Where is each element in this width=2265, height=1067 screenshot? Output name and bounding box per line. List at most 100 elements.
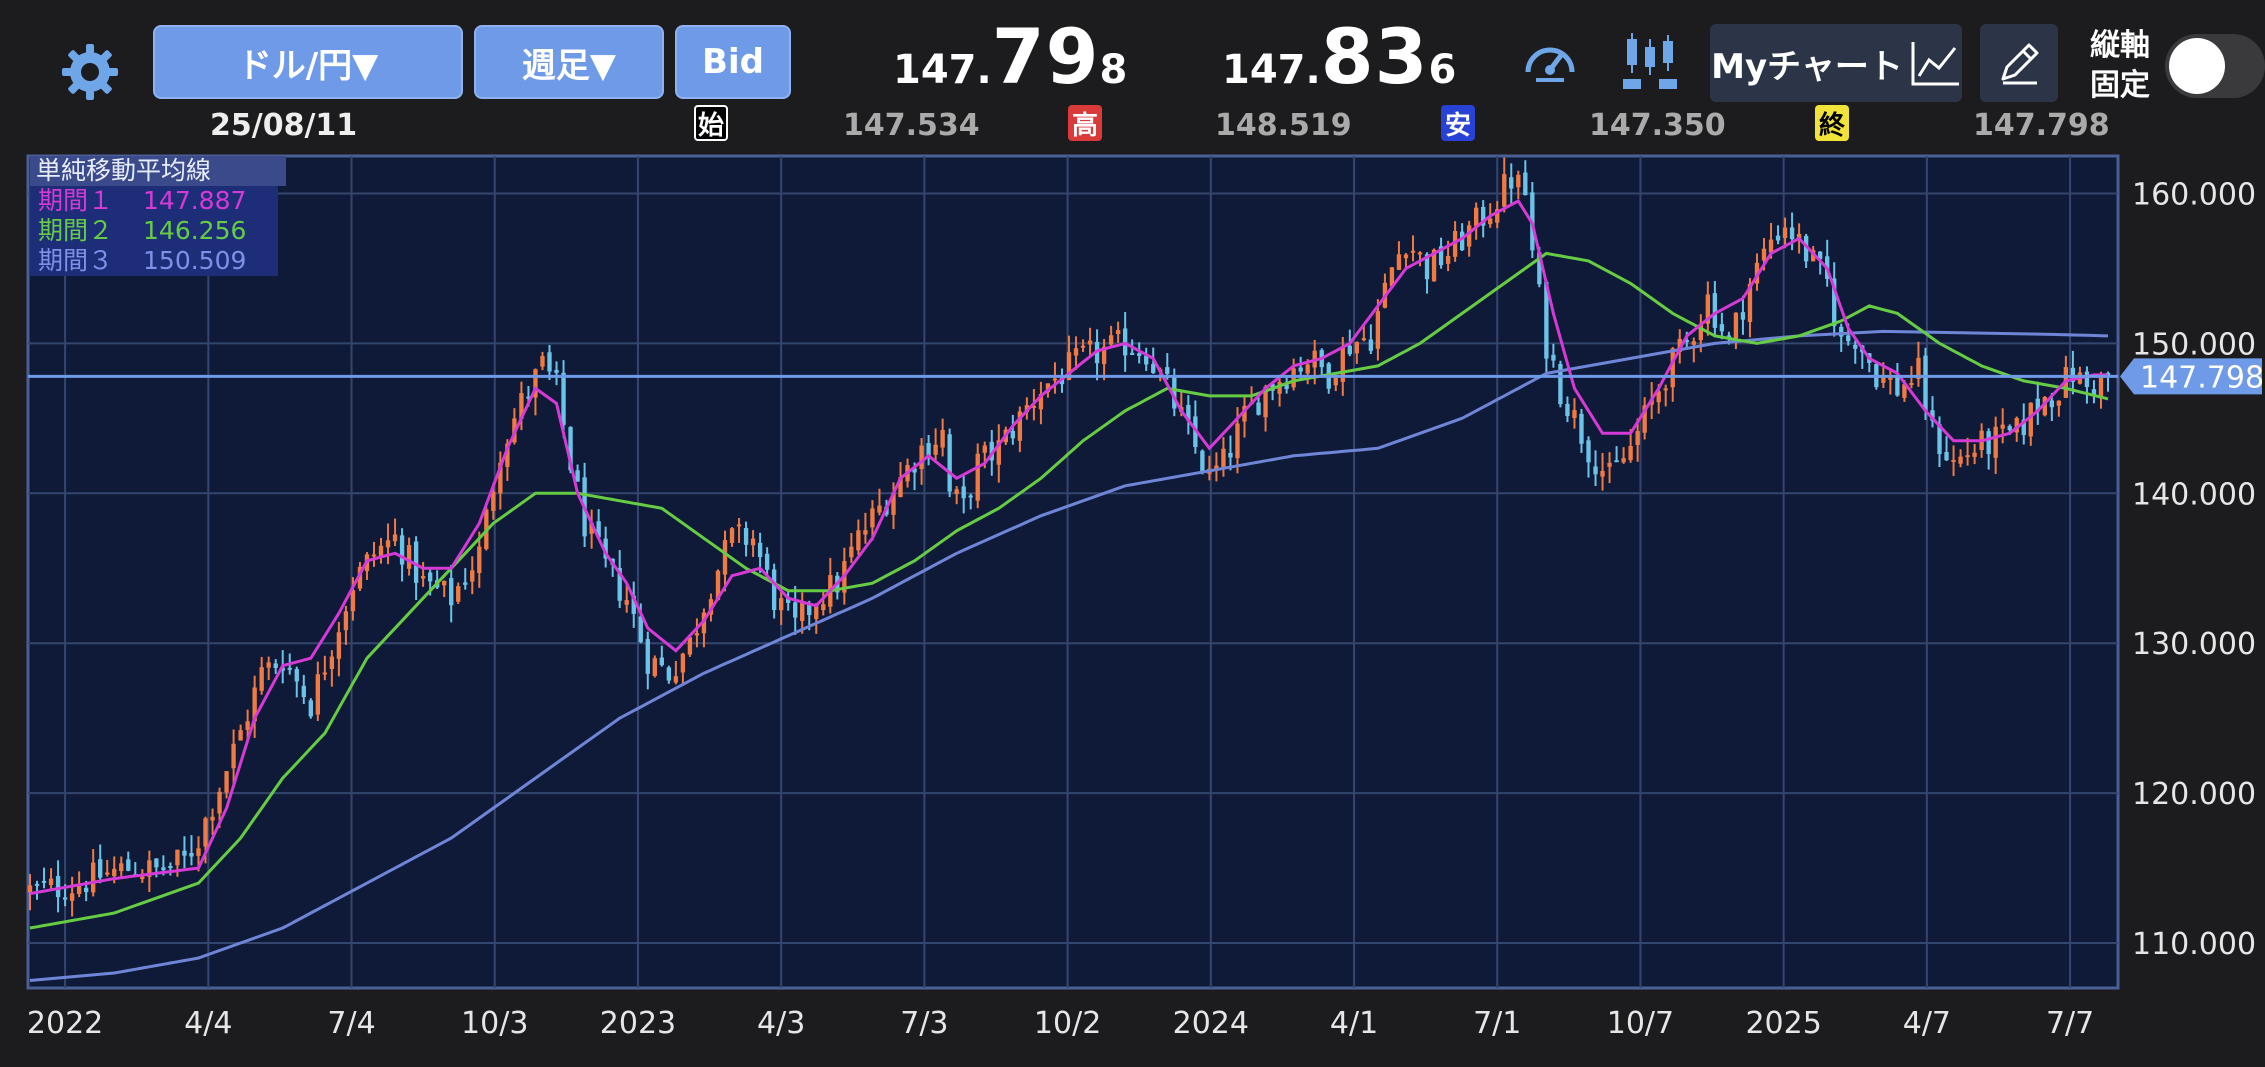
candle-body <box>722 540 728 575</box>
candle-body <box>1951 459 1956 462</box>
timeframe-button[interactable]: 週足▼ <box>474 25 664 99</box>
x-tick-label: 2022 <box>27 1006 103 1041</box>
candle-body <box>329 656 335 670</box>
my-chart-button[interactable]: Myチャート <box>1710 24 1962 102</box>
candle-body <box>1930 410 1935 421</box>
candle-body <box>449 578 454 606</box>
candle-body <box>1115 330 1121 335</box>
x-tick-label: 2025 <box>1745 1006 1821 1041</box>
candle-body <box>2021 419 2026 436</box>
candle-body <box>1101 346 1107 365</box>
candle-body <box>666 667 672 681</box>
x-tick-label: 7/1 <box>1473 1006 1521 1041</box>
candle-body <box>385 540 391 548</box>
candle-body <box>357 566 363 589</box>
x-tick-label: 10/7 <box>1607 1006 1674 1041</box>
settings-gear-icon[interactable] <box>60 42 120 102</box>
candle-body <box>189 853 194 857</box>
current-price-badge <box>2120 358 2262 395</box>
candle-body <box>1137 353 1142 356</box>
candle-body <box>771 569 777 611</box>
currency-pair-button[interactable]: ドル/円▼ <box>153 25 463 99</box>
x-tick-label: 4/1 <box>1330 1006 1378 1041</box>
candle-body <box>1768 239 1774 253</box>
candle-body <box>1452 231 1458 257</box>
candle-body <box>687 637 693 655</box>
candle-body <box>1488 218 1493 225</box>
candle-body <box>919 445 924 470</box>
drawing-tool-button[interactable] <box>1980 24 2058 102</box>
candle-body <box>470 570 475 582</box>
candle-body <box>2000 424 2005 429</box>
candle-body <box>554 369 559 373</box>
candle-body <box>1698 323 1704 341</box>
candle-body <box>371 554 377 557</box>
ma-period-2-line <box>29 251 2109 930</box>
legend-period-2: 期間２ 146.256 <box>30 216 278 246</box>
ask-price-prefix: 147. <box>1222 47 1321 93</box>
candle-body <box>975 453 980 501</box>
y-tick-label: 120.000 <box>2132 777 2256 812</box>
candle-body <box>996 440 1001 465</box>
lock-axis-label-line2: 固定 <box>2090 68 2150 103</box>
candle-body <box>1263 386 1268 418</box>
candle-body <box>1565 403 1570 416</box>
candle-body <box>1677 338 1682 352</box>
candle-body <box>1228 452 1233 458</box>
candle-body <box>2007 426 2012 431</box>
candle-body <box>800 602 805 621</box>
candle-body <box>62 897 68 900</box>
candle-body <box>91 862 96 893</box>
candle-body <box>1726 335 1732 338</box>
price-type-button[interactable]: Bid <box>675 25 791 99</box>
candle-body <box>954 489 959 494</box>
candle-body <box>280 667 285 671</box>
candle-body <box>814 605 819 619</box>
candle-body <box>217 791 222 814</box>
candle-body <box>126 859 131 871</box>
candle-body <box>589 522 594 534</box>
candle-body <box>413 541 419 583</box>
candle-body <box>1052 378 1058 381</box>
candle-body <box>617 567 622 601</box>
candle-body <box>2056 400 2062 406</box>
x-tick-label: 7/7 <box>2046 1006 2094 1041</box>
candlestick-chart-icon[interactable] <box>1610 22 1690 102</box>
candle-body <box>1712 293 1718 328</box>
candle-body <box>41 880 47 883</box>
candle-body <box>245 721 250 730</box>
candle-body <box>1663 388 1668 391</box>
x-tick-label: 10/2 <box>1034 1006 1101 1041</box>
candle-body <box>1481 206 1486 226</box>
bid-price: 147.798 <box>893 12 1127 101</box>
candle-body <box>406 545 412 569</box>
candle-body <box>856 530 861 551</box>
candle-body <box>2091 389 2097 395</box>
toggle-knob <box>2169 38 2225 94</box>
legend-period-2-label: 期間２ <box>38 216 114 245</box>
candle-body <box>1572 410 1577 418</box>
candle-body <box>1172 374 1177 409</box>
candle-body <box>645 639 650 674</box>
candle-body <box>849 546 854 558</box>
candle-body <box>322 672 328 675</box>
ask-price-fraction: 6 <box>1428 47 1457 93</box>
candle-body <box>34 883 40 886</box>
legend-period-3-label: 期間３ <box>38 246 114 275</box>
candle-body <box>1495 209 1500 223</box>
lock-vertical-axis-toggle[interactable] <box>2165 34 2265 98</box>
candle-body <box>1509 177 1514 189</box>
candle-body <box>1284 384 1289 390</box>
candle-body <box>1221 448 1226 469</box>
candle-body <box>561 372 566 425</box>
speedometer-icon[interactable] <box>1515 22 1585 102</box>
candlestick-chart[interactable]: 160.000 150.000 140.000 130.000 120.000 110.0… <box>0 150 2265 1067</box>
candle-body <box>1347 345 1352 355</box>
candle-body <box>154 858 159 868</box>
candle-body <box>1438 246 1444 266</box>
candle-body <box>1186 404 1191 421</box>
candle-body <box>147 860 152 877</box>
candle-body <box>498 462 503 494</box>
candle-body <box>786 598 791 603</box>
candle-body <box>477 546 482 574</box>
